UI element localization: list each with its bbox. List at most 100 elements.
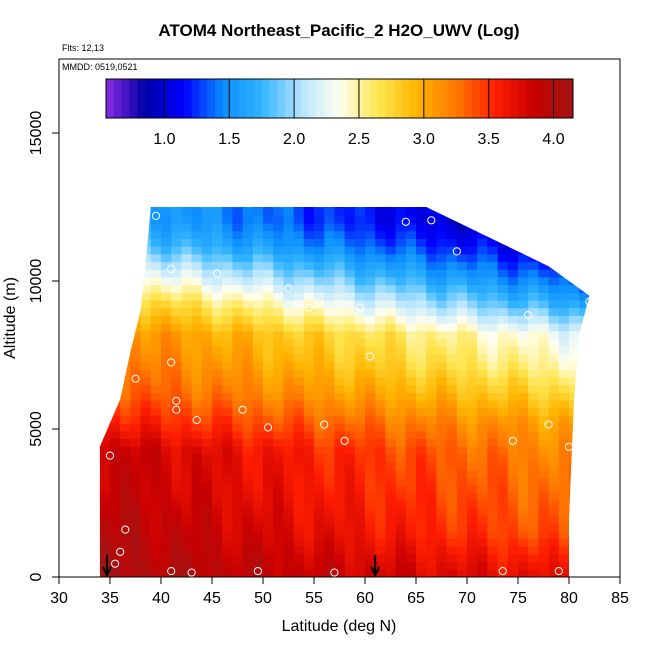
heatmap-cell	[569, 307, 580, 316]
sample-point	[131, 374, 140, 383]
heatmap-cell	[548, 299, 560, 309]
down-arrow-icon	[370, 555, 381, 578]
heatmap-cell	[150, 538, 162, 547]
heatmap-cell	[487, 299, 499, 309]
heatmap-cell	[354, 461, 366, 470]
heatmap-cell	[303, 546, 315, 555]
heatmap-cell	[140, 515, 152, 524]
heatmap-cell	[589, 415, 590, 424]
heatmap-cell	[548, 215, 560, 224]
heatmap-cell	[569, 361, 580, 370]
heatmap-cell	[252, 423, 264, 432]
heatmap-cell	[222, 376, 233, 386]
heatmap-cell	[548, 492, 560, 501]
heatmap-cell	[538, 561, 550, 570]
heatmap-cell	[344, 507, 356, 517]
heatmap-cell	[314, 323, 325, 332]
heatmap-cell	[558, 207, 570, 209]
heatmap-cell	[201, 315, 213, 324]
heatmap-cell	[507, 446, 519, 455]
heatmap-cell	[558, 415, 570, 424]
heatmap-cell	[467, 376, 478, 386]
heatmap-cell	[416, 461, 427, 470]
heatmap-cell	[548, 546, 560, 555]
heatmap-cell	[507, 323, 519, 332]
heatmap-cell	[212, 415, 223, 424]
heatmap-cell	[436, 523, 448, 532]
heatmap-cell	[130, 323, 142, 332]
heatmap-cell	[518, 369, 529, 378]
heatmap-cell	[558, 299, 570, 309]
heatmap-cell	[497, 484, 509, 493]
heatmap-cell	[181, 492, 193, 501]
heatmap-cell	[324, 461, 335, 470]
heatmap-cell	[456, 330, 468, 340]
heatmap-cell	[497, 207, 509, 216]
heatmap-cell	[222, 453, 233, 463]
x-tick-label: 30	[50, 590, 68, 607]
heatmap-cell	[130, 530, 142, 540]
sample-point	[116, 547, 125, 556]
heatmap-cell	[354, 276, 366, 286]
heatmap-cell	[507, 338, 519, 347]
heatmap-cell	[579, 292, 590, 301]
heatmap-cell	[120, 361, 131, 370]
heatmap-cell	[395, 561, 407, 570]
heatmap-cell	[273, 415, 284, 424]
heatmap-cell	[232, 399, 244, 409]
colorbar-segment	[471, 79, 481, 118]
heatmap-cell	[140, 453, 152, 463]
heatmap-cell	[518, 323, 529, 332]
heatmap-cell	[263, 407, 274, 416]
heatmap-cell	[263, 446, 274, 455]
heatmap-cell	[436, 261, 448, 270]
heatmap-cell	[456, 546, 468, 555]
heatmap-cell	[375, 500, 386, 509]
heatmap-cell	[283, 446, 295, 455]
heatmap-cell	[528, 538, 539, 547]
heatmap-cell	[548, 284, 560, 293]
heatmap-cell	[456, 384, 468, 393]
heatmap-cell	[283, 338, 295, 347]
heatmap-cell	[538, 438, 550, 447]
colorbar-segment	[518, 79, 527, 118]
heatmap-cell	[579, 207, 590, 216]
heatmap-cell	[589, 230, 590, 239]
heatmap-cell	[140, 207, 152, 209]
heatmap-cell	[293, 222, 305, 232]
heatmap-cell	[405, 546, 417, 555]
heatmap-cell	[589, 484, 590, 493]
heatmap-cell	[579, 553, 590, 563]
heatmap-cell	[191, 330, 203, 340]
heatmap-cell	[467, 384, 478, 393]
heatmap-cell	[416, 523, 427, 532]
heatmap-cell	[456, 407, 468, 416]
colorbar-segment	[534, 79, 543, 118]
heatmap-cell	[569, 523, 580, 532]
heatmap-cell	[487, 430, 499, 440]
heatmap-cell	[518, 507, 529, 517]
heatmap-cell	[456, 553, 468, 563]
heatmap-cell	[191, 361, 203, 370]
sample-point	[304, 303, 313, 312]
heatmap-cell	[375, 507, 386, 517]
heatmap-cell	[171, 546, 182, 555]
heatmap-cell	[467, 222, 478, 232]
heatmap-cell	[99, 207, 111, 216]
heatmap-cell	[99, 423, 111, 432]
heatmap-cell	[191, 546, 203, 555]
heatmap-cell	[436, 346, 448, 355]
heatmap-cell	[405, 476, 417, 486]
heatmap-cell	[344, 238, 356, 247]
heatmap-cell	[314, 276, 325, 286]
heatmap-cell	[232, 484, 244, 493]
heatmap-cell	[314, 484, 325, 493]
sample-point	[187, 568, 196, 577]
heatmap-cell	[212, 384, 223, 393]
heatmap-cell	[191, 492, 203, 501]
heatmap-cell	[252, 453, 264, 463]
heatmap-cell	[273, 261, 284, 270]
heatmap-cell	[120, 338, 131, 347]
heatmap-cell	[191, 238, 203, 247]
heatmap-cell	[375, 346, 386, 355]
